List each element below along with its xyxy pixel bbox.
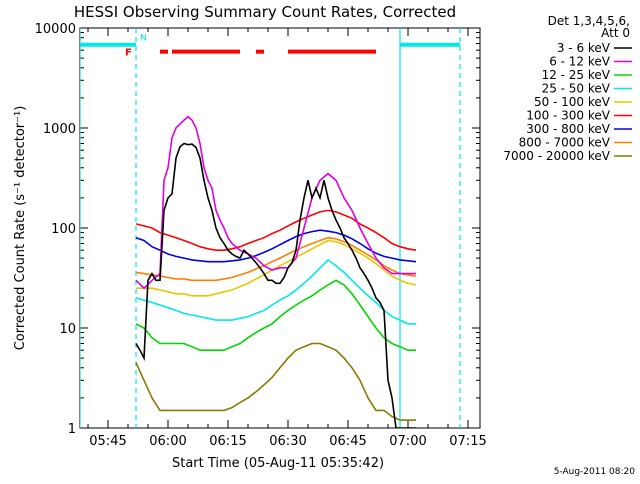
legend-label: 3 - 6 keV xyxy=(557,41,611,55)
data-group xyxy=(80,28,461,428)
series-line-3-6-keV xyxy=(135,142,416,428)
series-line-100-300-keV xyxy=(135,209,417,251)
y-tick-label: 100 xyxy=(51,222,76,237)
series-line-7000-20000-keV xyxy=(135,342,416,421)
x-tick-label: 06:45 xyxy=(329,434,366,449)
x-tick-label: 06:15 xyxy=(209,434,246,449)
x-tick-label: 06:00 xyxy=(149,434,186,449)
legend-label: 25 - 50 keV xyxy=(542,82,611,96)
plot-area: 1 10 100 1000 10000 05:45 06:00 06:15 06:30 06:45… xyxy=(35,22,487,449)
series-line-25-50-keV xyxy=(135,258,416,325)
legend-label: 50 - 100 keV xyxy=(534,95,611,109)
y-tick-label: 10000 xyxy=(35,22,76,37)
y-tick-label: 10 xyxy=(59,322,76,337)
legend-header-line-2: Att 0 xyxy=(601,26,630,40)
y-axis-label: Corrected Count Rate (s⁻¹ detector⁻¹) xyxy=(13,106,28,351)
legend-header-line-1: Det 1,3,4,5,6, xyxy=(548,14,630,28)
legend-label: 100 - 300 keV xyxy=(526,109,610,123)
legend-label: 7000 - 20000 keV xyxy=(503,149,610,163)
y-tick-label: 1000 xyxy=(43,122,76,137)
x-tick-label: 06:30 xyxy=(269,434,306,449)
x-tick-label: 05:45 xyxy=(89,434,126,449)
legend-label: 12 - 25 keV xyxy=(542,68,611,82)
chart-title: HESSI Observing Summary Count Rates, Cor… xyxy=(74,3,456,21)
night-flag-label: N xyxy=(140,34,147,44)
footer-date: 5-Aug-2011 08:20 xyxy=(554,467,636,477)
series-line-50-100-keV xyxy=(136,239,417,297)
y-tick-label: 1 xyxy=(68,422,76,437)
series-line-800-7000-keV xyxy=(135,236,417,282)
legend-label: 800 - 7000 keV xyxy=(519,136,611,150)
series-line-6-12-keV xyxy=(135,115,416,290)
series-line-300-800-keV xyxy=(135,229,417,263)
x-tick-label: 07:15 xyxy=(449,434,486,449)
flare-flag-label: F xyxy=(125,48,132,59)
legend-label: 300 - 800 keV xyxy=(526,122,610,136)
legend-label: 6 - 12 keV xyxy=(549,55,611,69)
x-tick-label: 07:00 xyxy=(389,434,426,449)
x-axis-label: Start Time (05-Aug-11 05:35:42) xyxy=(172,456,384,471)
series-line-12-25-keV xyxy=(135,279,416,352)
